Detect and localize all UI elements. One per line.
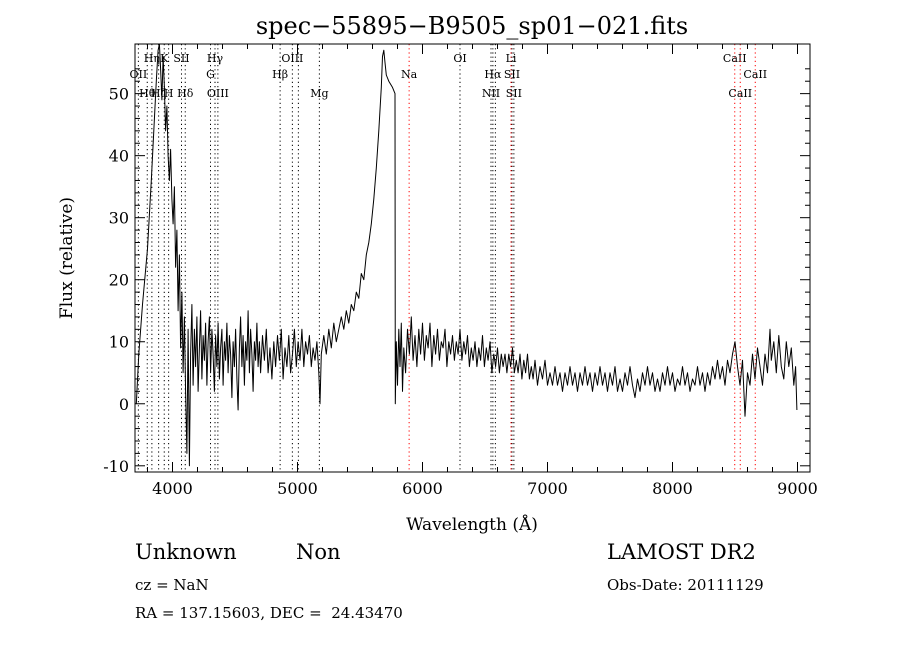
coordinates: RA = 137.15603, DEC = 24.43470: [135, 604, 403, 622]
y-tick-label: 0: [119, 395, 129, 414]
line-label: Mg: [310, 87, 328, 100]
line-label: SII: [173, 52, 189, 65]
y-tick-label: 30: [109, 209, 129, 228]
x-tick-label: 7000: [527, 479, 568, 498]
spectral-lines: OIIHθHηHζKHSIIHδGHγOIIIHβOIIIMgNaOINIIHα…: [130, 44, 767, 472]
x-tick-label: 8000: [652, 479, 693, 498]
line-label: OI: [453, 52, 466, 65]
line-label: CaII: [728, 87, 752, 100]
line-label: K: [160, 52, 169, 65]
y-tick-label: 50: [109, 85, 129, 104]
y-axis-label: Flux (relative): [57, 197, 77, 319]
line-label: NII: [482, 87, 500, 100]
line-label: Hα: [484, 68, 502, 81]
x-axis-label: Wavelength (Å): [406, 514, 538, 535]
line-label: H: [164, 87, 174, 100]
axis-ticks: 4000 5000 6000 7000 8000 9000 -10 0 10 20 30 40 50: [103, 44, 818, 498]
line-label: OIII: [281, 52, 303, 65]
line-label: Li: [506, 52, 517, 65]
y-tick-label: -10: [103, 457, 129, 476]
spectrum-chart: spec−55895−B9505_sp01−021.fits OIIHθHηHζ…: [57, 12, 818, 535]
line-label: SII: [506, 87, 522, 100]
line-label: Hγ: [207, 52, 224, 65]
line-label: OII: [130, 68, 148, 81]
line-label: OIII: [207, 87, 229, 100]
x-tick-label: 5000: [277, 479, 318, 498]
line-label: CaII: [723, 52, 747, 65]
plot-frame: [134, 43, 811, 473]
line-label: Na: [401, 68, 418, 81]
subclass-label: Non: [296, 540, 341, 564]
obs-date: Obs-Date: 20111129: [607, 576, 764, 594]
line-label: CaII: [743, 68, 767, 81]
y-tick-label: 10: [109, 333, 129, 352]
line-label: Hη: [144, 52, 160, 65]
x-tick-label: 6000: [402, 479, 443, 498]
line-label: Hδ: [177, 87, 194, 100]
line-label: SII: [504, 68, 520, 81]
line-label: G: [206, 68, 215, 81]
spectrum-line: [135, 44, 798, 467]
cz-value: cz = NaN: [135, 576, 209, 594]
y-tick-label: 40: [109, 147, 129, 166]
spectrum-series: [135, 44, 798, 467]
y-tick-label: 20: [109, 271, 129, 290]
survey-label: LAMOST DR2: [607, 540, 756, 564]
class-label: Unknown: [135, 540, 237, 564]
x-tick-label: 9000: [777, 479, 818, 498]
chart-title: spec−55895−B9505_sp01−021.fits: [256, 12, 688, 40]
x-tick-label: 4000: [152, 479, 193, 498]
line-label: Hβ: [272, 68, 288, 81]
